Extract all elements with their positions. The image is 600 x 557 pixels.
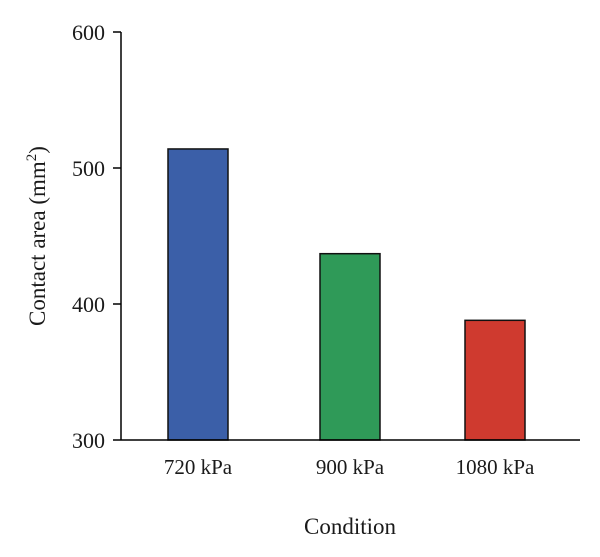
bar-900-kpa <box>319 252 381 441</box>
bar-720-kpa <box>167 148 229 441</box>
x-category-label: 900 kPa <box>316 455 385 479</box>
y-tick-label: 500 <box>72 156 105 181</box>
x-axis-title: Condition <box>304 514 397 539</box>
y-tick-label: 600 <box>72 20 105 45</box>
x-category-label: 1080 kPa <box>456 455 535 479</box>
x-axis-categories: 720 kPa 900 kPa 1080 kPa <box>164 455 535 479</box>
y-tick-label: 300 <box>72 428 105 453</box>
y-axis-title-main: Contact area (mm <box>25 161 50 326</box>
y-tick-label: 400 <box>72 292 105 317</box>
y-axis-title: Contact area (mm2) <box>24 146 50 326</box>
y-axis-ticks: 300 400 500 600 <box>72 20 121 453</box>
bar-1080-kpa <box>464 319 526 441</box>
y-axis-title-superscript: 2 <box>24 154 40 162</box>
x-category-label: 720 kPa <box>164 455 233 479</box>
y-axis-title-close: ) <box>25 146 50 154</box>
bars <box>167 148 526 441</box>
